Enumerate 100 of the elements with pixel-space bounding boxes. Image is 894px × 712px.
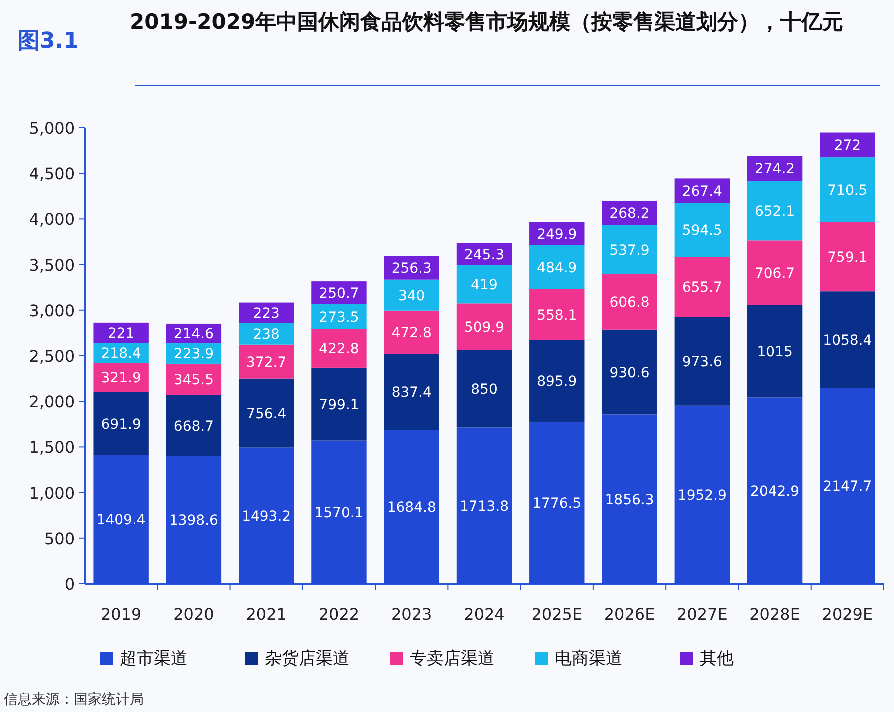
y-tick-label: 1,500 <box>29 438 75 458</box>
bar <box>820 132 876 158</box>
bar <box>312 329 367 368</box>
data-label: 484.9 <box>537 260 578 276</box>
data-label: 250.7 <box>319 286 360 302</box>
y-tick-label: 0 <box>64 575 75 594</box>
data-label: 238 <box>253 326 280 343</box>
data-label: 930.6 <box>610 365 650 382</box>
data-label: 223 <box>253 306 280 322</box>
data-label: 256.3 <box>392 261 432 278</box>
data-label: 1856.3 <box>605 492 654 508</box>
data-label: 321.9 <box>101 370 142 387</box>
x-tick-label: 2020 <box>174 605 214 624</box>
x-tick-label: 2029E <box>822 605 874 624</box>
data-label: 223.9 <box>174 346 214 363</box>
data-label: 1493.2 <box>242 508 292 525</box>
data-label: 218.4 <box>101 346 142 362</box>
data-label: 1058.4 <box>823 332 872 349</box>
text: 信息来源：国家统计局 <box>4 692 144 708</box>
data-label: 214.6 <box>174 326 214 343</box>
data-label: 1015 <box>757 344 793 360</box>
bar <box>94 363 149 392</box>
bar <box>166 395 222 456</box>
data-label: 372.7 <box>246 354 287 371</box>
x-tick-label: 2022 <box>318 605 360 624</box>
data-label: 1684.8 <box>387 500 436 516</box>
data-label: 274.2 <box>755 162 796 178</box>
bar <box>456 304 512 350</box>
y-tick-label: 2,500 <box>29 347 75 366</box>
bar <box>747 240 803 306</box>
data-label: 837.4 <box>392 385 432 402</box>
bar <box>820 222 876 292</box>
y-tick-label: 4,000 <box>29 210 75 230</box>
bar <box>384 280 440 311</box>
data-label: 509.9 <box>464 320 505 336</box>
data-label: 221 <box>108 326 135 342</box>
data-label: 419 <box>471 278 498 294</box>
y-tick-label: 1,000 <box>29 484 75 503</box>
x-tick-label: 2021 <box>246 605 287 624</box>
bar <box>530 340 585 422</box>
bar <box>820 292 876 388</box>
data-label: 691.9 <box>101 416 142 433</box>
legend-label: 电商渠道 <box>555 649 623 669</box>
data-label: 706.7 <box>755 266 796 282</box>
data-label: 973.6 <box>682 354 723 370</box>
y-tick-label: 3,000 <box>29 301 75 320</box>
x-tick-label: 2027E <box>676 605 728 624</box>
bar <box>456 350 512 428</box>
bar <box>530 289 585 340</box>
data-label: 272 <box>834 138 862 154</box>
bar <box>602 274 658 330</box>
bar <box>94 322 149 344</box>
y-tick-label: 500 <box>44 529 75 548</box>
x-tick-label: 2026E <box>604 605 656 624</box>
data-label: 1398.6 <box>169 513 219 530</box>
data-label: 594.5 <box>682 223 722 240</box>
data-label: 558.1 <box>537 308 578 324</box>
bar <box>384 354 440 430</box>
legend-label: 杂货店渠道 <box>265 649 350 669</box>
data-label: 1713.8 <box>460 498 509 515</box>
data-label: 345.5 <box>174 372 214 389</box>
data-label: 756.4 <box>246 406 287 422</box>
caption: 图3.1 <box>18 29 79 54</box>
bar <box>602 225 658 274</box>
data-label: 2147.7 <box>823 479 872 496</box>
data-label: 850 <box>471 382 498 398</box>
x-tick-label: 2023 <box>392 605 432 624</box>
data-label: 1776.5 <box>532 496 582 512</box>
bar <box>747 181 803 241</box>
data-label: 655.7 <box>682 280 722 296</box>
data-label: 249.9 <box>537 226 578 243</box>
bar <box>674 203 730 258</box>
data-label: 652.1 <box>755 204 796 220</box>
bar <box>94 392 149 456</box>
bar <box>820 158 876 222</box>
bar <box>602 330 658 415</box>
data-label: 267.4 <box>682 184 723 200</box>
bar <box>456 265 512 304</box>
data-label: 710.5 <box>828 182 868 199</box>
y-tick-label: 5,000 <box>29 119 75 138</box>
data-label: 273.5 <box>319 310 360 326</box>
x-tick-label: 2025E <box>532 605 583 624</box>
legend-label: 专卖店渠道 <box>410 649 495 669</box>
data-label: 895.9 <box>537 374 578 390</box>
data-label: 606.8 <box>610 295 650 312</box>
bar <box>674 317 730 406</box>
data-label: 268.2 <box>610 206 650 222</box>
data-label: 537.9 <box>610 242 650 259</box>
data-label: 668.7 <box>174 418 214 435</box>
data-label: 799.1 <box>319 397 360 414</box>
x-tick-label: 2019 <box>100 605 142 624</box>
data-label: 472.8 <box>392 325 432 342</box>
legend-label: 超市渠道 <box>120 649 188 669</box>
data-label: 2042.9 <box>750 484 800 500</box>
data-label: 245.3 <box>464 247 505 264</box>
data-label: 422.8 <box>319 342 360 358</box>
data-label: 1409.4 <box>96 512 146 529</box>
data-label: 1952.9 <box>678 488 727 504</box>
y-tick-label: 2,000 <box>29 392 75 412</box>
x-tick-label: 2028E <box>750 605 800 624</box>
